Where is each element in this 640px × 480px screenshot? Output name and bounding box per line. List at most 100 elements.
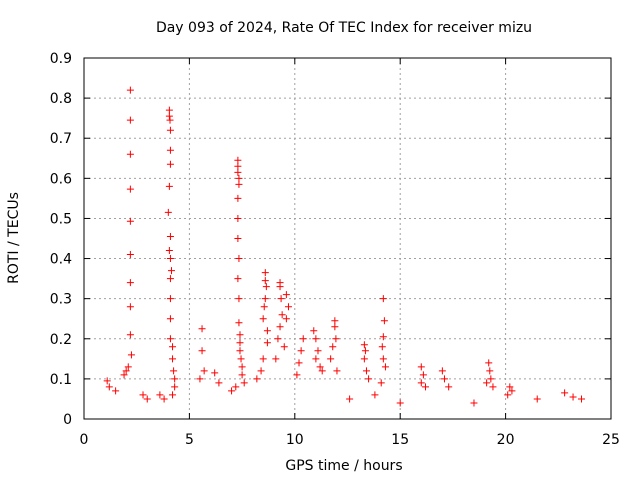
data-point [470,399,478,407]
data-point [361,347,369,355]
data-point [561,389,569,397]
y-tick-label: 0.7 [50,131,72,147]
data-point [170,367,178,375]
x-tick-label: 25 [602,432,620,448]
y-tick-label: 0.8 [50,91,72,107]
data-point [332,335,340,343]
data-point [103,377,111,385]
data-point [284,303,292,311]
data-point [126,185,134,193]
data-point [126,251,134,259]
data-point [171,383,179,391]
data-point [445,383,453,391]
data-point [438,367,446,375]
data-point [378,343,386,351]
data-point [126,303,134,311]
data-point [236,347,244,355]
data-point [120,371,128,379]
data-point [487,375,495,383]
data-point [318,367,326,375]
data-points [103,86,585,407]
data-point [259,315,267,323]
data-point [569,393,577,401]
data-point [228,387,236,395]
data-point [577,395,585,403]
data-point [263,339,271,347]
data-point [160,395,168,403]
data-point [126,150,134,158]
chart-title: Day 093 of 2024, Rate Of TEC Index for r… [156,20,532,36]
data-point [236,339,244,347]
data-point [312,355,320,363]
data-point [169,391,177,399]
data-point [237,355,245,363]
data-point [333,367,341,375]
x-tick-label: 15 [391,432,409,448]
data-point [167,267,175,275]
data-point [316,363,324,371]
data-point [166,335,174,343]
data-point [126,217,134,225]
data-point [282,315,290,323]
data-point [299,335,307,343]
data-point [379,295,387,303]
data-point [169,355,177,363]
data-point [234,275,242,283]
data-point [198,325,206,333]
data-point [276,283,284,291]
data-point [380,317,388,325]
data-point [166,255,174,263]
data-point [200,367,208,375]
data-point [238,363,246,371]
data-point [166,315,174,323]
data-point [169,343,177,351]
data-point [196,375,204,383]
data-point [127,351,135,359]
data-point [297,347,305,355]
data-point [365,375,373,383]
x-tick-label: 20 [497,432,515,448]
data-point [261,277,269,285]
data-point [331,323,339,331]
data-point [396,399,404,407]
data-point [362,367,370,375]
y-tick-label: 0.2 [50,332,72,348]
data-point [371,391,379,399]
y-tick-label: 0.5 [50,211,72,227]
data-point [253,375,261,383]
axis-ticks: 0 0.1 0.2 0.3 0.4 0.5 0.6 0.7 0.8 0.9 0 5 10 15 20 25 [50,51,620,448]
data-point [156,391,164,399]
data-point [122,367,130,375]
data-point [381,363,389,371]
data-point [126,86,134,94]
data-point [143,395,151,403]
data-point [261,295,269,303]
data-point [126,116,134,124]
data-point [483,379,491,387]
data-point [379,333,387,341]
data-point [235,319,243,327]
data-point [234,194,242,202]
y-tick-label: 0.6 [50,171,72,187]
data-point [166,275,174,283]
data-point [259,355,267,363]
data-point [417,363,425,371]
y-tick-label: 0.1 [50,372,72,388]
y-axis-label: ROTI / TECUs [6,192,22,284]
data-point [234,156,242,164]
data-point [277,295,285,303]
data-point [235,180,243,188]
data-point [274,335,282,343]
data-point [238,371,246,379]
data-point [124,363,132,371]
data-point [346,395,354,403]
data-point [485,359,493,367]
x-tick-label: 10 [286,432,304,448]
data-point [419,371,427,379]
data-point [166,232,174,240]
data-point [260,303,268,311]
data-point [263,327,271,335]
data-point [293,371,301,379]
data-point [377,379,385,387]
